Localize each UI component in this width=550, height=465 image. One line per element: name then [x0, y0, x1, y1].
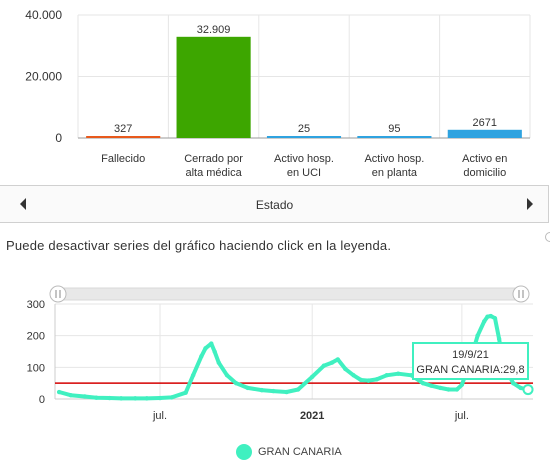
- series-point: [199, 354, 204, 359]
- range-navigator-track: [54, 287, 526, 301]
- series-point: [420, 380, 426, 386]
- bar-category-label: alta médica: [185, 167, 242, 179]
- series-point: [374, 377, 379, 382]
- series-point: [488, 313, 494, 319]
- line-y-tick-label: 0: [39, 394, 45, 406]
- bar-value-label: 32.909: [197, 24, 231, 36]
- series-point: [366, 378, 371, 383]
- series-point: [82, 394, 87, 399]
- scroll-left-arrow-icon[interactable]: [20, 198, 26, 210]
- bar: [176, 36, 251, 138]
- bar-y-tick-label: 40.000: [25, 8, 62, 22]
- line-y-tick-label: 200: [27, 331, 45, 343]
- category-scroll-bar: Estado: [0, 185, 549, 223]
- bar-category-label: Cerrado por: [184, 153, 243, 165]
- series-point: [233, 380, 239, 386]
- bar-category-label: en planta: [372, 167, 418, 179]
- series-point: [216, 360, 221, 365]
- legend-marker-icon: [236, 444, 252, 460]
- tooltip-date: 19/9/21: [452, 349, 489, 361]
- line-chart: 0 100 200 300 jul. 2021 jul.: [27, 285, 534, 422]
- series-point: [209, 341, 214, 346]
- series-point: [56, 389, 62, 395]
- bar-category-label: Activo en: [462, 153, 507, 165]
- bar-category-label: Activo hosp.: [274, 153, 334, 165]
- series-point: [144, 396, 149, 401]
- series-point: [169, 395, 174, 400]
- chart-tooltip: 19/9/21 GRAN CANARIA:29,8: [412, 342, 529, 380]
- bar: [86, 136, 161, 138]
- bar-y-tick-label: 20.000: [25, 70, 62, 84]
- series-point: [438, 385, 443, 391]
- series-point: [133, 396, 138, 401]
- series-point: [482, 319, 487, 324]
- series-point: [454, 387, 460, 392]
- series-point: [429, 383, 434, 388]
- bar-value-label: 327: [114, 123, 132, 135]
- series-point: [358, 377, 364, 383]
- series-point: [271, 388, 276, 394]
- tooltip-value: GRAN CANARIA:29,8: [416, 364, 525, 376]
- series-point: [329, 360, 335, 365]
- legend-hint-text: Puede desactivar series del gráfico haci…: [6, 238, 392, 253]
- series-point: [343, 366, 348, 372]
- series-point: [295, 387, 301, 392]
- series-point: [157, 395, 163, 401]
- series-point: [309, 374, 315, 380]
- series-point: [68, 393, 73, 398]
- line-x-tick-label: 2021: [300, 410, 324, 422]
- series-point: [446, 387, 451, 392]
- bar-category-label: domicilio: [463, 167, 506, 179]
- line-y-tick-label: 300: [27, 299, 45, 311]
- bar: [266, 136, 342, 138]
- series-point: [245, 385, 250, 391]
- series-point: [224, 373, 230, 378]
- series-point: [321, 363, 326, 368]
- series-point: [335, 357, 341, 362]
- axis-category-label: Estado: [255, 198, 294, 212]
- range-handle-icon: [49, 285, 67, 303]
- scroll-right-arrow-icon[interactable]: [527, 198, 533, 210]
- series-point: [485, 314, 490, 319]
- bar: [447, 129, 522, 138]
- bar-category-label: Fallecido: [101, 153, 145, 165]
- series-point: [492, 316, 498, 321]
- range-handle-icon: [512, 285, 530, 303]
- line-y-tick-label: 100: [27, 362, 45, 374]
- line-x-tick-label: jul.: [152, 410, 167, 422]
- series-point: [518, 385, 523, 391]
- series-point: [510, 380, 516, 386]
- hover-point-marker: [522, 384, 534, 396]
- bar-chart: 0 20.000 40.000 327 Fallecido 32.909 Cerrado p…: [25, 8, 531, 179]
- series-point: [396, 371, 401, 376]
- bar-category-label: en UCI: [287, 167, 321, 179]
- series-point: [190, 373, 196, 378]
- panel-handle-icon[interactable]: [545, 232, 550, 242]
- series-point: [203, 346, 208, 351]
- series-point: [384, 373, 389, 378]
- series-point: [351, 373, 356, 378]
- bar-category-label: Activo hosp.: [364, 153, 424, 165]
- scroll-bar-edge: [548, 186, 549, 222]
- line-x-tick-label: jul.: [454, 410, 469, 422]
- series-point: [118, 396, 124, 401]
- series-point: [183, 390, 188, 395]
- series-point: [496, 336, 502, 342]
- bar: [357, 136, 432, 138]
- bar-value-label: 25: [298, 123, 310, 135]
- legend-label: GRAN CANARIA: [258, 446, 342, 458]
- bar-y-tick-label: 0: [55, 131, 62, 145]
- series-point: [212, 349, 217, 354]
- series-point: [475, 333, 480, 338]
- bar-value-label: 95: [388, 123, 400, 135]
- bar-value-label: 2671: [473, 117, 497, 129]
- series-point: [459, 382, 465, 387]
- series-point: [259, 387, 264, 393]
- series-point: [284, 389, 289, 395]
- series-point: [107, 395, 112, 401]
- series-point: [94, 395, 99, 400]
